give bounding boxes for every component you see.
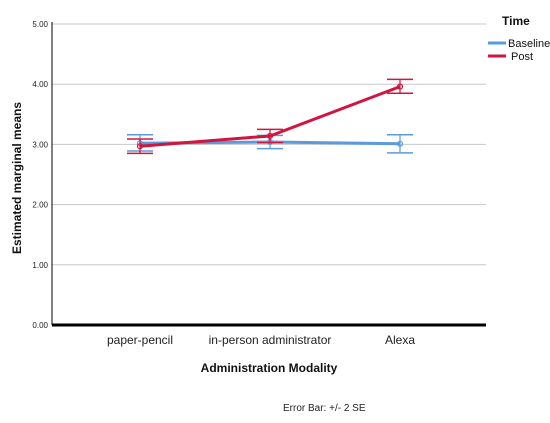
x-axis-title: Administration Modality	[201, 361, 338, 375]
y-tick-label: 2.00	[32, 201, 48, 210]
x-tick-label: in-person administrator	[209, 333, 332, 347]
y-axis-title: Estimated marginal means	[10, 102, 24, 254]
x-tick-label: Alexa	[385, 333, 415, 347]
legend-label-post: Post	[511, 51, 533, 63]
data-point	[396, 83, 404, 90]
series-post	[127, 78, 413, 155]
series-lines	[127, 78, 413, 155]
y-tick-label: 1.00	[32, 261, 48, 270]
y-tick-label: 5.00	[32, 20, 48, 29]
y-tick-labels: 0.00 1.00 2.00 3.00 4.00 5.00	[32, 20, 48, 330]
legend: Time Baseline Post	[488, 14, 550, 63]
y-tick-label: 4.00	[32, 80, 48, 89]
error-bar-note: Error Bar: +/- 2 SE	[283, 403, 366, 414]
data-point	[396, 140, 404, 147]
x-tick-label: paper-pencil	[107, 333, 173, 347]
legend-label-baseline: Baseline	[508, 38, 550, 50]
x-tick-labels: paper-pencil in-person administrator Alexa	[107, 333, 415, 347]
y-tick-label: 3.00	[32, 140, 48, 149]
y-tick-label: 0.00	[32, 321, 48, 330]
data-point	[136, 143, 144, 150]
legend-title: Time	[502, 14, 530, 28]
data-point	[266, 132, 274, 140]
